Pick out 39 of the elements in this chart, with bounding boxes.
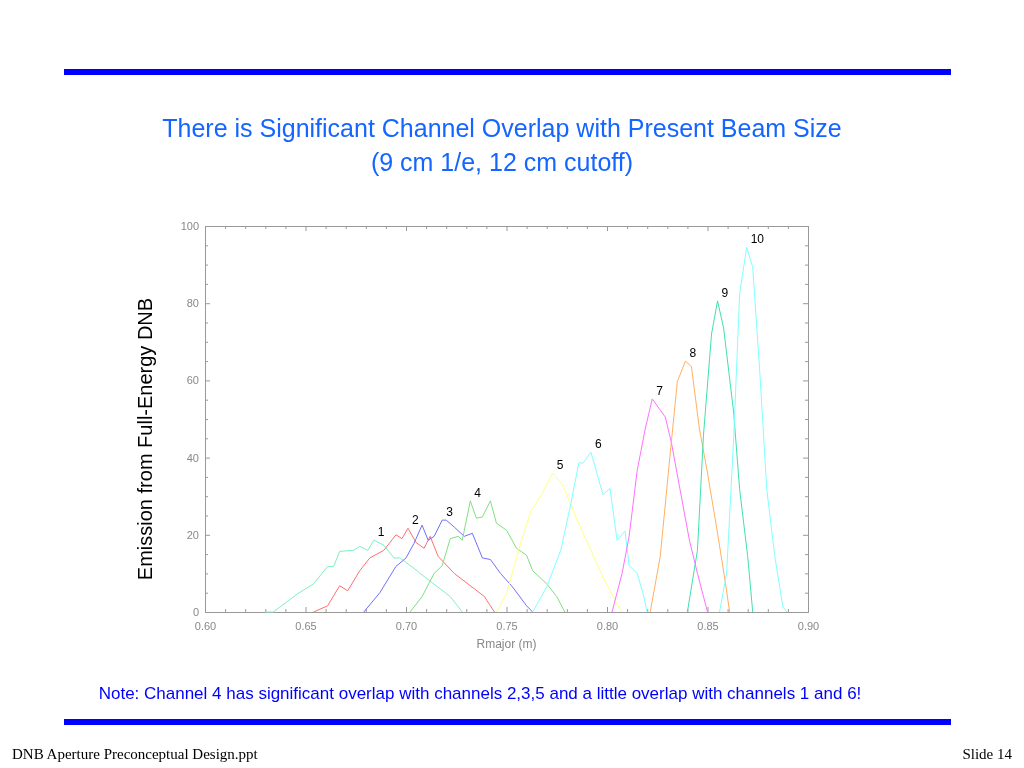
line-series: [719, 246, 788, 613]
y-axis-title: Emission from Full-Energy DNB: [134, 297, 156, 581]
y-tick-label: 60: [186, 374, 199, 387]
line-series: [409, 500, 566, 613]
line-series: [495, 472, 623, 613]
series-label: 7: [656, 383, 664, 398]
line-series: [313, 527, 495, 613]
y-tick-label: 0: [192, 606, 199, 619]
chart-subtitle: (9 cm 1/e, 12 cm cutoff): [370, 148, 634, 176]
x-tick-label: 0.75: [496, 619, 518, 632]
x-tick-label: 0.80: [596, 619, 619, 632]
series-label: 1: [377, 525, 385, 540]
series-label: 8: [689, 346, 697, 361]
series-label: 6: [594, 437, 602, 452]
x-tick-label: 0.85: [697, 619, 719, 632]
series-label: 10: [750, 232, 765, 247]
line-series: [611, 398, 708, 613]
x-tick-label: 0.60: [194, 619, 217, 632]
y-tick-label: 40: [186, 451, 199, 464]
y-tick-label: 100: [180, 220, 199, 233]
line-series: [532, 451, 648, 613]
line-series: [649, 360, 731, 613]
text: DNB Aperture Preconceptual Design.ppt: [12, 746, 259, 762]
x-tick-label: 0.65: [295, 619, 317, 632]
series-label: 5: [556, 458, 564, 473]
series-label: 3: [446, 505, 454, 520]
y-tick-label: 20: [186, 528, 199, 541]
x-tick-label: 0.90: [797, 619, 820, 632]
y-tick-label: 80: [186, 297, 199, 310]
text: Slide 14: [962, 746, 1013, 762]
x-axis-title: Rmajor (m): [476, 637, 537, 651]
text: Note: Channel 4 has significant overlap with channels 2,3,5 and a little overlap with channels 1 and 6!: [98, 684, 862, 703]
line-series: [686, 300, 754, 613]
series-label: 9: [721, 285, 729, 300]
series-label: 4: [474, 485, 482, 500]
chart-title: There is Significant Channel Overlap with Present Beam Size: [162, 114, 842, 142]
x-tick-label: 0.70: [395, 619, 418, 632]
line-series: [264, 539, 463, 613]
series-label: 2: [412, 513, 420, 528]
